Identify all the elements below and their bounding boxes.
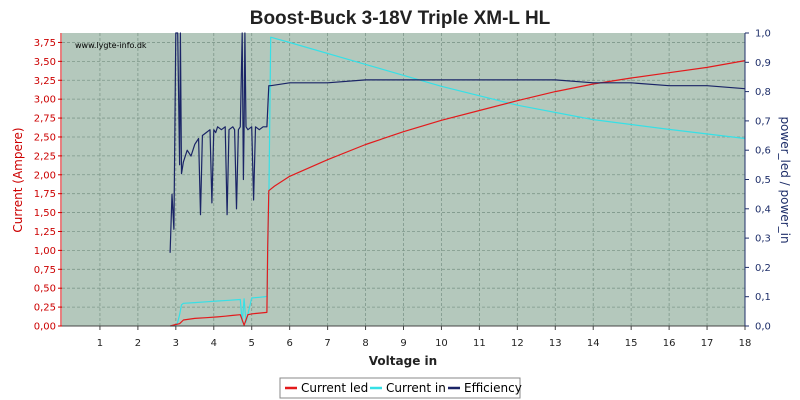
y-ticks-left: 0,00 0,25 0,50 0,75 1,00 1,25 1,50 1,75 2,00 2,25… xyxy=(34,38,62,333)
y-tick-label-right: 0,3 xyxy=(755,234,771,245)
x-tick-label: 9 xyxy=(400,338,406,349)
y-tick-label-right: 0,6 xyxy=(755,146,771,157)
y-tick-label-right: 0,2 xyxy=(755,263,771,274)
series-efficiency xyxy=(169,32,746,253)
x-tick-label: 15 xyxy=(625,338,638,349)
y-tick-label-left: 3,50 xyxy=(34,57,56,68)
y-tick-label-right: 0,4 xyxy=(755,204,771,215)
x-axis-label: Voltage in xyxy=(369,354,437,368)
y-tick-label-left: 1,25 xyxy=(34,227,56,238)
y-tick-label-right: 0,0 xyxy=(755,322,771,333)
x-tick-label: 5 xyxy=(249,338,255,349)
y-tick-label-right: 0,8 xyxy=(755,87,771,98)
x-ticks: 1 2 3 4 5 6 7 8 9 10 11 12 13 14 15 16 17 18 xyxy=(97,326,752,349)
y-tick-label-left: 0,00 xyxy=(34,322,56,333)
watermark: www.lygte-info.dk xyxy=(75,41,147,50)
y-tick-label-left: 1,75 xyxy=(34,189,56,200)
y-tick-label-left: 1,00 xyxy=(34,246,56,257)
x-tick-label: 13 xyxy=(549,338,562,349)
y-tick-label-left: 2,25 xyxy=(34,151,56,162)
legend-label: Current led xyxy=(301,381,368,395)
y-tick-label-left: 0,50 xyxy=(34,284,56,295)
y-tick-label-left: 3,75 xyxy=(34,38,56,49)
x-tick-label: 1 xyxy=(97,338,103,349)
x-tick-label: 6 xyxy=(286,338,292,349)
x-tick-label: 8 xyxy=(362,338,368,349)
y-tick-label-right: 0,1 xyxy=(755,292,771,303)
y-tick-label-left: 1,50 xyxy=(34,208,56,219)
series-current-led xyxy=(169,60,746,327)
x-tick-label: 18 xyxy=(739,338,752,349)
legend-label: Current in xyxy=(386,381,446,395)
x-tick-label: 16 xyxy=(663,338,676,349)
x-tick-label: 3 xyxy=(173,338,179,349)
x-tick-label: 12 xyxy=(511,338,524,349)
y-tick-label-right: 0,9 xyxy=(755,58,771,69)
legend-label: Efficiency xyxy=(464,381,522,395)
chart-title: Boost-Buck 3-18V Triple XM-L HL xyxy=(250,8,551,29)
x-tick-label: 2 xyxy=(135,338,141,349)
y-tick-label-left: 2,75 xyxy=(34,114,56,125)
y-tick-label-right: 1,0 xyxy=(755,29,771,40)
x-tick-label: 11 xyxy=(473,338,486,349)
y-tick-label-left: 2,00 xyxy=(34,170,56,181)
y-tick-label-left: 3,25 xyxy=(34,76,56,87)
x-tick-label: 17 xyxy=(701,338,714,349)
y-tick-label-left: 0,75 xyxy=(34,265,56,276)
x-tick-label: 7 xyxy=(324,338,330,349)
y-tick-label-right: 0,5 xyxy=(755,175,771,186)
y-ticks-right: 0,0 0,1 0,2 0,3 0,4 0,5 0,6 0,7 0,8 0,9 1,0 xyxy=(745,29,771,333)
y-axis-label-left: Current (Ampere) xyxy=(11,127,25,232)
series-layer xyxy=(169,32,746,327)
x-tick-label: 4 xyxy=(211,338,217,349)
y-tick-label-left: 2,50 xyxy=(34,132,56,143)
y-tick-label-left: 0,25 xyxy=(34,303,56,314)
x-tick-label: 14 xyxy=(587,338,600,349)
legend: Current led Current in Efficiency xyxy=(279,377,522,399)
y-tick-label-right: 0,7 xyxy=(755,116,771,127)
series-current-in xyxy=(170,36,746,327)
y-axis-label-right: power_led / power_in xyxy=(778,116,792,243)
y-tick-label-left: 3,00 xyxy=(34,95,56,106)
legend-box xyxy=(279,377,521,399)
x-tick-label: 10 xyxy=(435,338,448,349)
